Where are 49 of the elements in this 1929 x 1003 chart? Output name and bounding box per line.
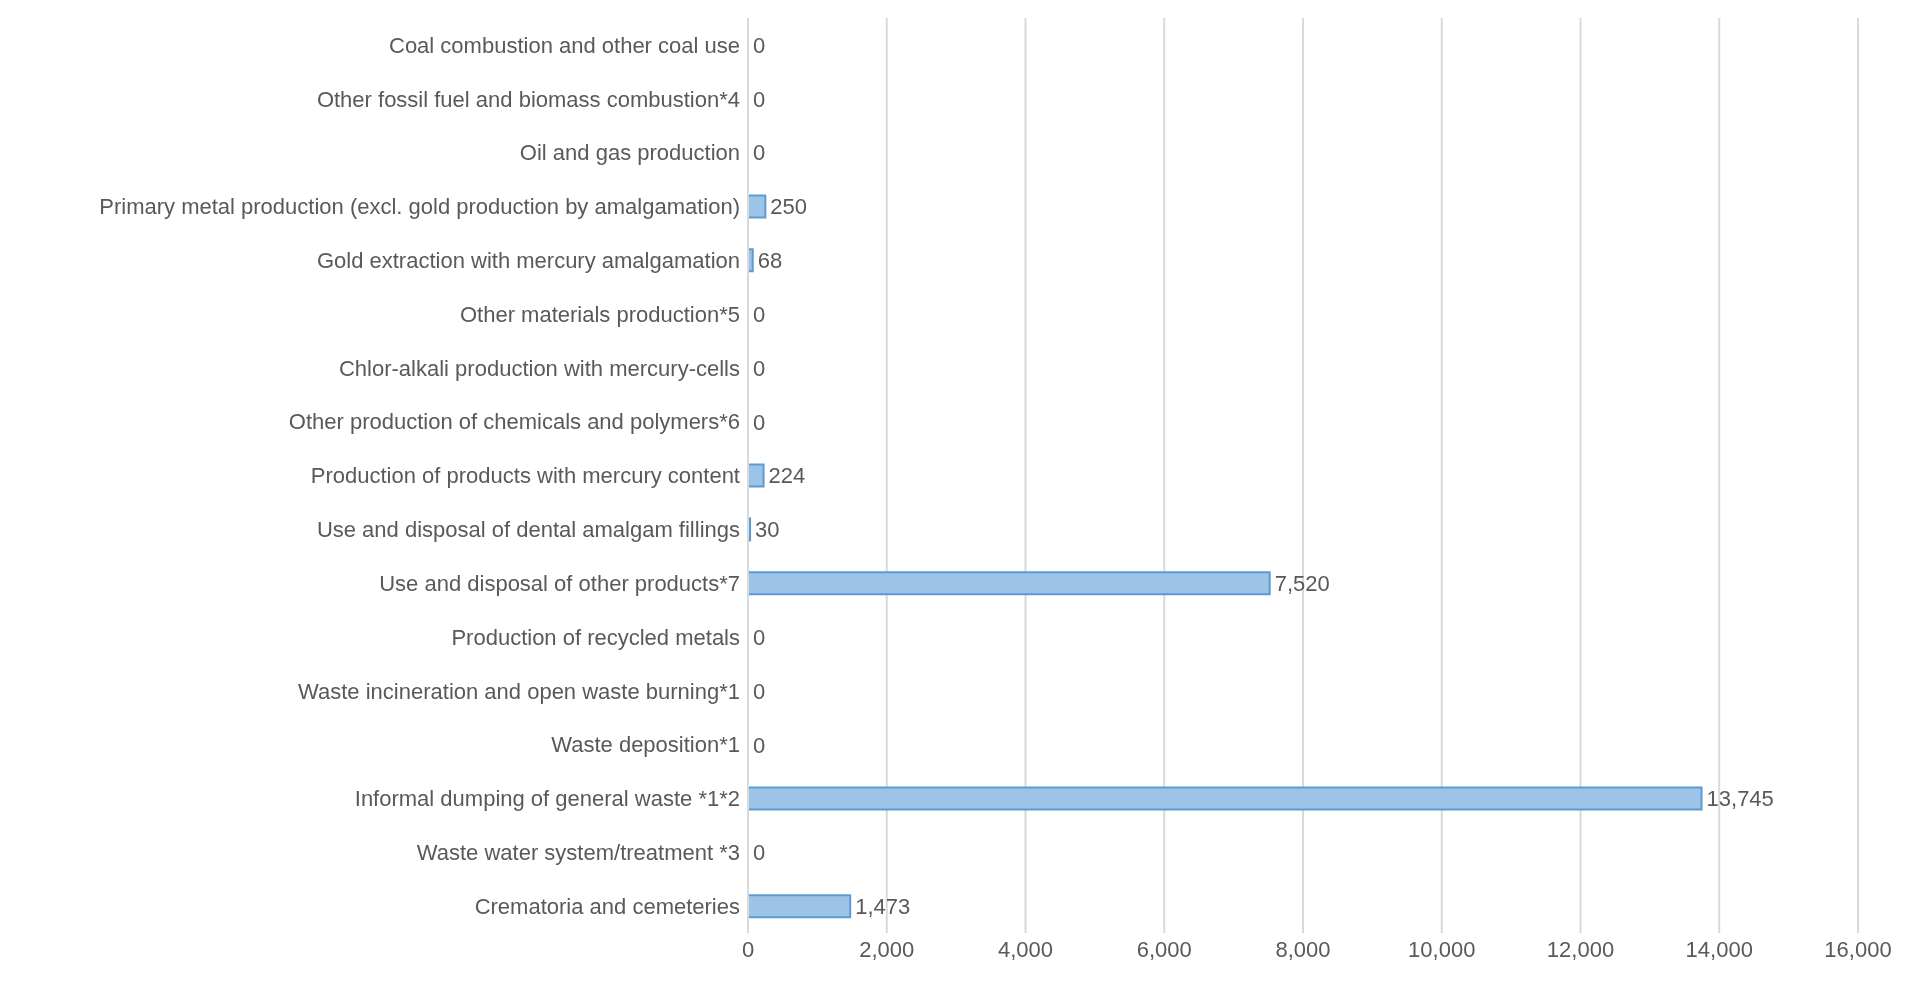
data-label: 0 (753, 624, 766, 650)
data-label: 0 (753, 32, 766, 58)
y-tick-label: Use and disposal of other products*7 (379, 570, 740, 596)
x-tick-label: 0 (741, 936, 755, 962)
y-tick-label: Coal combustion and other coal use (389, 32, 740, 58)
data-label: 0 (753, 678, 766, 704)
x-tick-label: 10,000 (1408, 936, 1476, 962)
y-tick-label: Primary metal production (excl. gold production by amalgamation) (99, 194, 740, 220)
bar (748, 194, 767, 219)
y-tick-label: Oil and gas production (519, 140, 740, 166)
bar (748, 786, 1703, 811)
y-tick-label: Waste incineration and open waste burning*1 (298, 678, 740, 704)
bar (748, 248, 754, 273)
y-tick-label: Informal dumping of general waste *1*2 (354, 786, 740, 812)
data-label: 13,745 (1706, 786, 1774, 812)
data-label: 0 (753, 355, 766, 381)
y-tick-label: Chlor-alkali production with mercury-cells (338, 355, 740, 381)
data-label: 250 (770, 194, 808, 220)
data-label: 224 (768, 463, 806, 489)
y-tick-label: Waste deposition*1 (551, 732, 740, 758)
bar (748, 571, 1271, 596)
data-label: 1,473 (855, 893, 911, 919)
data-label: 0 (753, 732, 766, 758)
y-tick-label: Other fossil fuel and biomass combustion*4 (316, 86, 740, 112)
data-label: 0 (753, 86, 766, 112)
y-tick-label: Other production of chemicals and polymers*6 (288, 409, 740, 435)
x-tick-label: 8,000 (1275, 936, 1331, 962)
data-label: 0 (753, 301, 766, 327)
y-tick-label: Waste water system/treatment *3 (416, 840, 740, 866)
x-tick-label: 2,000 (859, 936, 915, 962)
bar (748, 894, 852, 919)
bar (748, 463, 765, 488)
x-tick-label: 16,000 (1824, 936, 1892, 962)
data-label: 7,520 (1274, 571, 1330, 597)
data-label: 0 (753, 409, 766, 435)
data-label: 0 (753, 140, 766, 166)
x-tick-label: 6,000 (1136, 936, 1192, 962)
y-tick-label: Other materials production*5 (459, 301, 740, 327)
y-tick-label: Gold extraction with mercury amalgamation (316, 248, 740, 274)
y-tick-label: Production of recycled metals (451, 624, 740, 650)
x-tick-label: 12,000 (1546, 936, 1615, 962)
data-label: 0 (753, 840, 766, 866)
y-tick-label: Crematoria and cemeteries (474, 893, 740, 919)
data-label: 30 (755, 517, 780, 543)
x-tick-label: 14,000 (1685, 936, 1753, 962)
y-tick-label: Production of products with mercury content (310, 463, 740, 489)
x-tick-label: 4,000 (997, 936, 1054, 962)
data-label: 68 (757, 248, 783, 274)
y-tick-label: Use and disposal of dental amalgam fillings (316, 517, 740, 543)
